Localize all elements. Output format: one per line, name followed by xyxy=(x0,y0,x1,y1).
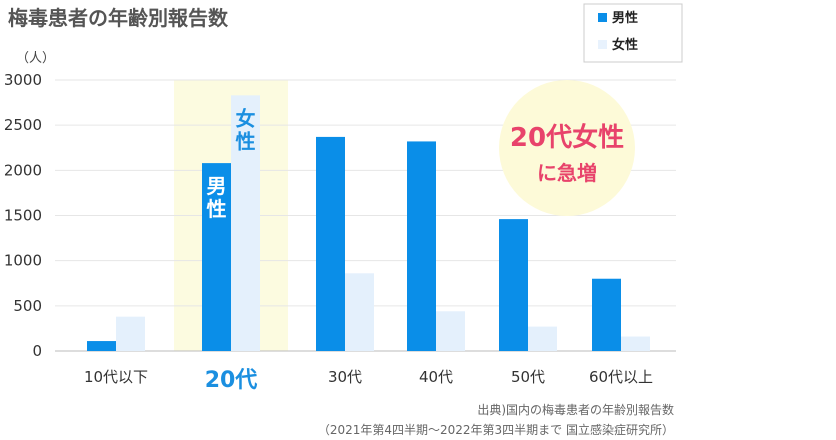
callout-line1: 20代女性 xyxy=(510,122,624,153)
x-tick-label: 10代以下 xyxy=(84,368,148,386)
y-tick-label: 2500 xyxy=(4,116,42,134)
bar-female-5 xyxy=(528,327,557,351)
legend-swatch-male xyxy=(598,13,607,22)
bar-male-1 xyxy=(87,341,116,351)
legend-label-female: 女性 xyxy=(612,37,638,53)
callout-line2: に急増 xyxy=(537,161,597,185)
bar-male-5 xyxy=(499,219,528,351)
annotation-callout: 20代女性 に急増 xyxy=(499,80,635,216)
x-tick-label: 20代 xyxy=(205,368,258,393)
y-tick-label: 0 xyxy=(32,342,42,360)
bar-female-4 xyxy=(436,311,465,351)
x-tick-label: 60代以上 xyxy=(589,368,653,386)
x-tick-label: 50代 xyxy=(511,368,545,386)
bar-male-4 xyxy=(407,141,436,351)
bar-male-3 xyxy=(316,137,345,351)
bar-label-female: 女性 xyxy=(236,106,256,153)
y-tick-label: 500 xyxy=(13,297,42,315)
source-line1: 出典)国内の梅毒患者の年齢別報告数 xyxy=(477,402,674,417)
source-line2: （2021年第4四半期～2022年第3四半期まで 国立感染症研究所） xyxy=(318,422,674,437)
x-tick-label: 40代 xyxy=(419,368,453,386)
y-tick-label: 1500 xyxy=(4,207,42,225)
legend: 男性 女性 xyxy=(584,4,682,62)
x-tick-label: 30代 xyxy=(328,368,362,386)
bar-label-male: 男性 xyxy=(207,174,227,221)
bar-female-1 xyxy=(116,317,145,351)
y-tick-label: 1000 xyxy=(4,252,42,270)
legend-swatch-female xyxy=(598,40,607,49)
bar-female-6 xyxy=(621,337,650,351)
bar-male-6 xyxy=(592,279,621,351)
legend-label-male: 男性 xyxy=(612,10,638,26)
y-tick-label: 3000 xyxy=(4,71,42,89)
y-axis-unit: （人） xyxy=(16,51,55,66)
y-tick-label: 2000 xyxy=(4,161,42,179)
bar-female-3 xyxy=(345,273,374,351)
chart-title: 梅毒患者の年齢別報告数 xyxy=(8,6,229,30)
